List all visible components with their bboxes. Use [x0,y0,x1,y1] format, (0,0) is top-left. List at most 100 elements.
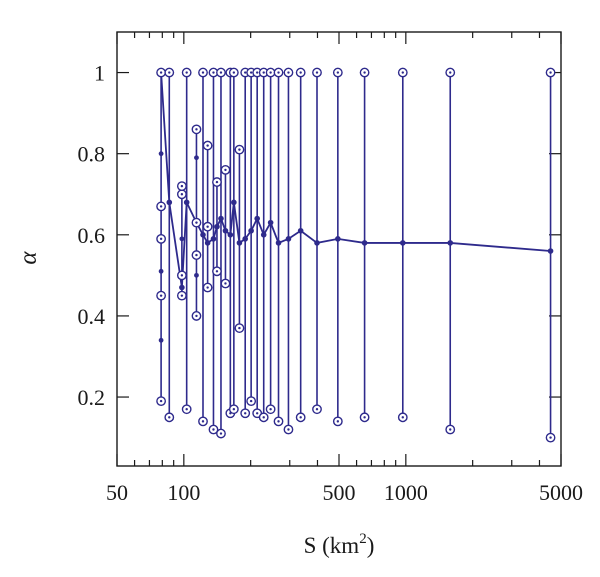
data-point-center [401,416,404,419]
data-point-center [336,71,340,74]
mean-point [260,232,267,238]
x-tick-label: 1000 [384,480,428,505]
data-point-center [180,193,184,196]
data-series [156,67,556,443]
x-tick-label: 50 [106,480,128,505]
data-point-center [224,282,227,285]
data-point-center [262,71,265,74]
mean-point [314,240,320,246]
data-point-center [238,148,241,151]
data-point-small [194,272,199,278]
data-point-center [219,432,223,435]
data-point-center [195,253,198,257]
y-tick-label: 0.2 [78,385,106,410]
mean-point [254,215,260,222]
mean-point [267,219,274,226]
data-point-center [159,237,163,241]
mean-point [242,236,249,242]
data-point-center [249,399,253,403]
data-point-center [168,71,171,74]
data-point-center [201,420,205,423]
mean-point [222,227,229,234]
data-point-center [206,144,209,147]
data-point-center [185,71,188,74]
x-tick-label: 100 [167,480,200,505]
data-point-small [179,285,185,290]
data-point-center [287,428,290,431]
data-point-center [315,71,319,74]
data-point-small [194,155,199,161]
y-tick-label: 0.4 [78,304,106,329]
data-point-center [255,412,259,415]
data-point-center [201,71,205,74]
y-tick-label: 1 [94,61,105,86]
data-point-center [549,71,552,74]
mean-point [183,199,190,206]
data-point-center [195,314,198,318]
data-point-center [195,128,198,131]
data-point-center [215,180,219,184]
data-point-center [232,71,236,74]
data-point-center [363,416,366,419]
data-point-center [238,326,241,330]
data-point-center [159,71,163,74]
data-point-center [363,71,366,74]
data-point-center [269,408,272,411]
mean-point [214,223,220,230]
data-point-center [269,71,272,74]
tick-labels: 50 100 500 1000 5000 0.2 0.4 0.6 0.8 1 [78,61,584,505]
mean-point [200,232,206,238]
data-point-center [401,71,404,74]
mean-point [447,240,454,246]
data-point-center [244,412,247,415]
mean-point [275,240,282,246]
x-axis-title: S (km2) [304,531,375,558]
data-point-center [195,221,198,224]
mean-point [166,199,173,206]
data-point-center [224,168,227,172]
data-point-center [336,420,340,423]
mean-point [297,227,304,234]
data-point-center [315,408,319,411]
y-tick-label: 0.8 [78,142,106,167]
data-point-center [449,71,452,74]
mean-point [210,236,217,242]
data-point-center [249,71,253,74]
axis-ticks [116,32,562,466]
data-point-center [299,71,302,74]
data-point-small [179,236,185,242]
data-point-center [277,71,280,74]
data-point-center [206,225,209,228]
data-point-center [180,184,184,188]
x-tick-label: 5000 [539,480,583,505]
mean-point [399,240,406,246]
plot-area [116,31,562,467]
mean-point [218,215,224,222]
data-point-center [299,416,302,419]
data-point-center [219,71,223,74]
data-point-small [158,151,164,157]
data-point-center [244,71,247,74]
data-point-center [159,294,163,297]
data-point-center [215,270,219,273]
mean-point [335,236,341,242]
mean-point [547,248,554,254]
data-point-center [277,420,280,423]
mean-point [236,240,243,246]
data-point-center [262,416,265,419]
data-point-center [180,274,184,277]
mean-point [361,240,368,246]
mean-point [204,240,211,246]
x-tick-label: 500 [323,480,356,505]
data-point-center [449,428,452,431]
data-point-center [180,294,184,297]
data-point-center [212,71,215,74]
mean-point [231,199,237,206]
mean-point [248,227,254,234]
data-point-center [255,71,259,74]
data-point-small [158,337,164,343]
data-point-small [158,268,164,274]
mean-point [227,232,234,238]
data-point-center [287,71,290,74]
